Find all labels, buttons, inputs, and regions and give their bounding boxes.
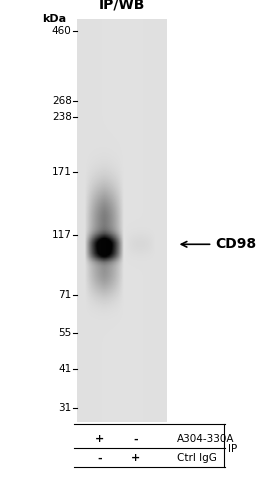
Text: A304-330A: A304-330A — [177, 434, 234, 444]
Text: 41: 41 — [58, 364, 72, 374]
Text: 31: 31 — [58, 403, 72, 413]
Text: +: + — [131, 454, 140, 463]
Text: Ctrl IgG: Ctrl IgG — [177, 454, 217, 463]
Text: 117: 117 — [52, 230, 72, 240]
Text: kDa: kDa — [42, 14, 67, 24]
Text: IP: IP — [228, 444, 237, 454]
Text: 55: 55 — [58, 328, 72, 338]
Text: 460: 460 — [52, 26, 72, 36]
Text: -: - — [98, 454, 102, 463]
Text: 171: 171 — [52, 168, 72, 177]
Text: 268: 268 — [52, 96, 72, 105]
Text: CD98: CD98 — [215, 237, 256, 251]
Text: IP/WB: IP/WB — [98, 0, 145, 12]
Text: 71: 71 — [58, 290, 72, 299]
Text: +: + — [95, 434, 104, 444]
Text: -: - — [133, 434, 138, 444]
Text: 238: 238 — [52, 113, 72, 122]
